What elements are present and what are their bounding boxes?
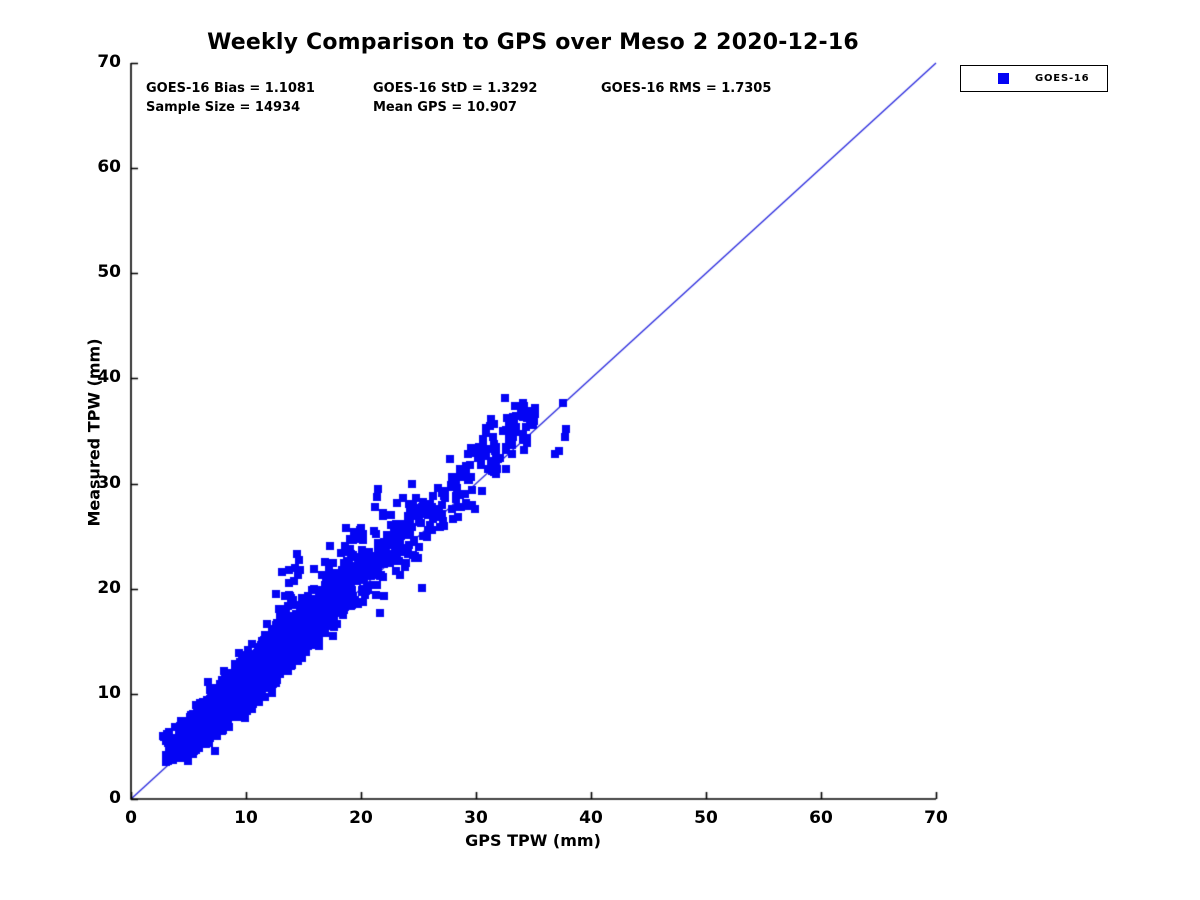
- y-tick-label: 30: [97, 472, 121, 493]
- x-tick-label: 10: [234, 808, 258, 828]
- stat-bias: GOES-16 Bias = 1.1081: [146, 81, 315, 96]
- y-tick-label: 10: [97, 682, 121, 703]
- legend-series-label: GOES-16: [1035, 73, 1090, 84]
- x-tick-label: 60: [809, 808, 833, 828]
- chart-title: Weekly Comparison to GPS over Meso 2 202…: [207, 30, 859, 55]
- stat-rms: GOES-16 RMS = 1.7305: [601, 81, 772, 96]
- x-tick-label: 20: [349, 808, 373, 828]
- legend-box: GOES-16: [960, 65, 1108, 92]
- y-tick-label: 60: [97, 157, 121, 178]
- x-tick-label: 50: [694, 808, 718, 828]
- stat-std: GOES-16 StD = 1.3292: [373, 81, 538, 96]
- x-tick-label: 0: [125, 808, 137, 828]
- stat-sample-size: Sample Size = 14934: [146, 100, 301, 115]
- y-tick-label: 40: [97, 367, 121, 388]
- y-tick-label: 20: [97, 577, 121, 598]
- y-tick-label: 70: [97, 52, 121, 72]
- x-tick-label: 30: [464, 808, 488, 828]
- x-tick-label: 40: [579, 808, 603, 828]
- legend-marker-square-icon: [998, 73, 1009, 84]
- x-axis-label: GPS TPW (mm): [465, 831, 601, 850]
- y-tick-label: 50: [97, 262, 121, 283]
- stat-mean-gps: Mean GPS = 10.907: [373, 100, 517, 115]
- y-tick-label: 0: [109, 788, 121, 808]
- x-tick-label: 70: [924, 808, 948, 828]
